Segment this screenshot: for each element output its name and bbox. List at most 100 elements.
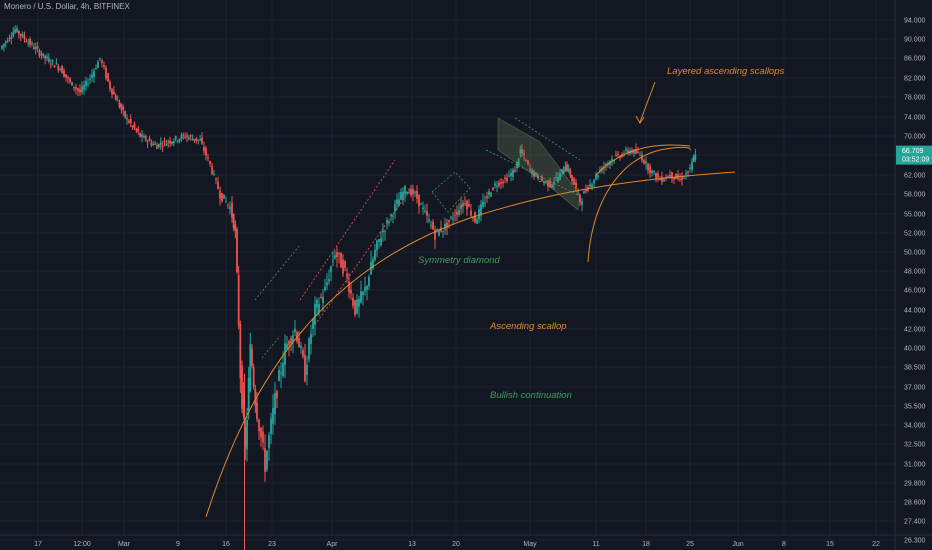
candle	[324, 278, 326, 292]
candle-body	[8, 37, 11, 39]
candle	[593, 178, 595, 189]
candle	[71, 81, 73, 86]
candle	[502, 179, 504, 188]
candle	[480, 199, 482, 222]
candle	[555, 171, 557, 182]
candle-body	[169, 140, 172, 144]
candle-body	[156, 144, 158, 149]
red-dashed-trendline	[314, 189, 411, 326]
candle	[247, 366, 250, 420]
candle-body	[107, 73, 109, 82]
candle	[637, 146, 639, 154]
candle	[231, 196, 233, 223]
candle-body	[394, 204, 396, 212]
candle	[571, 174, 573, 185]
candle	[73, 86, 75, 92]
candle-body	[448, 219, 450, 222]
candle	[2, 43, 5, 52]
candle-body	[57, 65, 60, 70]
candle	[675, 173, 677, 180]
candle-body	[73, 86, 75, 88]
candle-body	[127, 120, 130, 123]
candle	[494, 180, 496, 189]
candle-body	[44, 55, 47, 59]
price-tick-label: 48.000	[904, 269, 926, 276]
candle-body	[635, 149, 637, 154]
candle-body	[209, 161, 211, 165]
candle-body	[527, 160, 529, 164]
candle	[553, 176, 555, 191]
candle-body	[514, 170, 516, 173]
time-axis: 17 12:00 Mar 9 16 23 Apr 13 20 May 11 18 25 Jun 8 15 22	[34, 541, 880, 548]
price-tick-label: 70.000	[904, 134, 926, 141]
candle-body	[274, 393, 276, 415]
candle-body	[71, 82, 73, 86]
candle-body	[34, 47, 37, 49]
candle	[144, 134, 147, 142]
candle-body	[673, 177, 675, 180]
candle-body	[229, 206, 231, 210]
candle	[460, 197, 462, 215]
candle-body	[402, 191, 404, 200]
candle-body	[332, 260, 334, 262]
candle	[318, 297, 320, 317]
candle	[478, 205, 480, 224]
candle	[276, 389, 278, 408]
candle	[508, 170, 510, 178]
candle-body	[141, 134, 143, 137]
candle-body	[306, 364, 308, 376]
candle	[527, 159, 529, 166]
candle-body	[474, 212, 476, 223]
candle-body	[21, 34, 24, 37]
candle	[47, 53, 50, 64]
candle-body	[51, 60, 54, 62]
candle-body	[406, 192, 408, 194]
candle	[154, 140, 157, 145]
time-tick-label: 17	[34, 541, 42, 548]
candle-body	[498, 182, 500, 186]
candle-body	[174, 136, 177, 140]
candle-body	[312, 318, 314, 329]
time-tick-label: 22	[872, 541, 880, 548]
candle	[679, 173, 681, 183]
candle	[124, 110, 127, 119]
candle-body	[157, 144, 160, 147]
candle	[330, 265, 332, 281]
candle-body	[318, 304, 320, 313]
candle	[356, 294, 358, 316]
candle	[639, 151, 641, 157]
last-price-label: 66.709	[902, 148, 924, 155]
price-tick-label: 82.000	[904, 76, 926, 83]
candle	[352, 293, 354, 309]
candle	[328, 269, 330, 285]
candle-body	[246, 420, 248, 450]
candle	[156, 142, 158, 149]
candle-body	[79, 89, 81, 93]
time-tick-label: 12:00	[73, 541, 91, 548]
candle	[647, 162, 649, 174]
candle-body	[118, 101, 121, 108]
candle-body	[342, 259, 344, 274]
candle	[193, 139, 196, 143]
candle	[410, 184, 412, 198]
price-tick-label: 46.000	[904, 288, 926, 295]
candle	[16, 25, 18, 34]
candle	[242, 382, 245, 420]
candle-body	[131, 125, 134, 127]
candle-body	[167, 141, 170, 143]
candle	[120, 102, 123, 114]
candle	[408, 188, 410, 194]
price-tick-label: 58.000	[904, 192, 926, 199]
candle-body	[336, 252, 338, 257]
time-tick-label: Jun	[732, 541, 743, 548]
candle	[591, 182, 593, 191]
candle-body	[350, 289, 352, 294]
candle	[605, 162, 607, 171]
candle-body	[284, 343, 286, 365]
candle	[152, 140, 155, 147]
candle	[77, 87, 79, 96]
candle-body	[231, 203, 233, 218]
candle	[510, 168, 512, 182]
candle-body	[384, 230, 386, 232]
candle	[506, 173, 508, 184]
